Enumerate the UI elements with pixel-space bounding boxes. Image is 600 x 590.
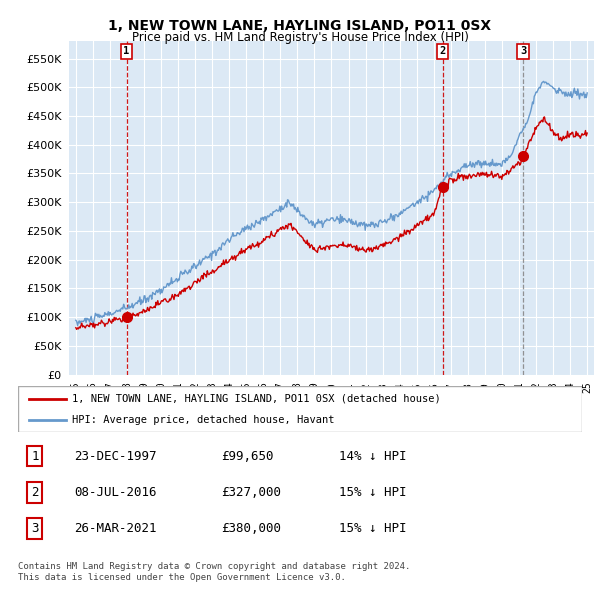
Text: £99,650: £99,650 [221,450,274,463]
Text: 1, NEW TOWN LANE, HAYLING ISLAND, PO11 0SX: 1, NEW TOWN LANE, HAYLING ISLAND, PO11 0… [109,19,491,34]
Text: 3: 3 [520,46,526,56]
Text: Price paid vs. HM Land Registry's House Price Index (HPI): Price paid vs. HM Land Registry's House … [131,31,469,44]
Text: 26-MAR-2021: 26-MAR-2021 [74,522,157,535]
Text: £380,000: £380,000 [221,522,281,535]
Text: 2: 2 [440,46,446,56]
Text: 15% ↓ HPI: 15% ↓ HPI [340,522,407,535]
Text: 14% ↓ HPI: 14% ↓ HPI [340,450,407,463]
Text: This data is licensed under the Open Government Licence v3.0.: This data is licensed under the Open Gov… [18,573,346,582]
Text: 1, NEW TOWN LANE, HAYLING ISLAND, PO11 0SX (detached house): 1, NEW TOWN LANE, HAYLING ISLAND, PO11 0… [71,394,440,404]
Text: 15% ↓ HPI: 15% ↓ HPI [340,486,407,499]
Text: Contains HM Land Registry data © Crown copyright and database right 2024.: Contains HM Land Registry data © Crown c… [18,562,410,571]
Text: 2: 2 [31,486,38,499]
Text: 1: 1 [31,450,38,463]
Text: HPI: Average price, detached house, Havant: HPI: Average price, detached house, Hava… [71,415,334,425]
Text: £327,000: £327,000 [221,486,281,499]
Text: 3: 3 [31,522,38,535]
Text: 08-JUL-2016: 08-JUL-2016 [74,486,157,499]
Text: 1: 1 [124,46,130,56]
Text: 23-DEC-1997: 23-DEC-1997 [74,450,157,463]
